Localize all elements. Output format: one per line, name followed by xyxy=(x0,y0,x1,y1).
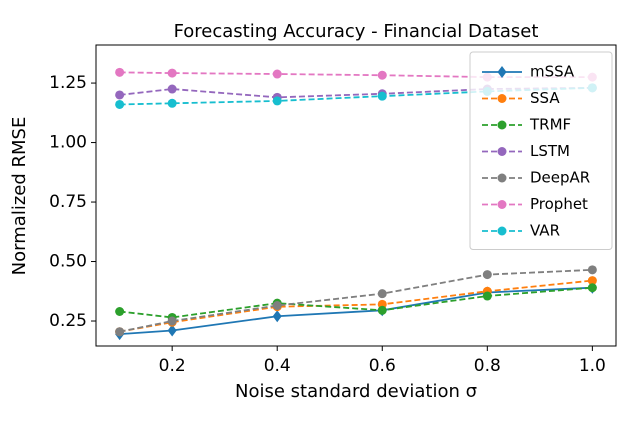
x-tick-label: 0.2 xyxy=(159,356,186,376)
legend-label: TRMF xyxy=(529,116,571,134)
legend-marker xyxy=(497,200,507,209)
marker xyxy=(587,283,597,293)
legend: mSSA SSA TRMF LSTM DeepAR Prophet VAR xyxy=(469,51,613,250)
marker xyxy=(115,90,125,100)
marker xyxy=(272,301,282,311)
marker xyxy=(482,291,492,301)
line xyxy=(119,286,593,336)
chart-title: Forecasting Accuracy - Financial Dataset xyxy=(174,21,539,42)
marker xyxy=(115,67,125,77)
legend-marker xyxy=(497,226,507,236)
marker xyxy=(377,91,387,101)
legend-label: DeepAR xyxy=(530,169,590,187)
line xyxy=(119,279,593,333)
legend-label: mSSA xyxy=(530,63,575,81)
legend-label: LSTM xyxy=(530,142,570,160)
marker xyxy=(272,96,282,106)
legend-label: VAR xyxy=(530,222,560,240)
x-tick-label: 0.8 xyxy=(474,356,501,376)
x-axis-label: Noise standard deviation σ xyxy=(235,381,477,402)
marker xyxy=(115,327,125,337)
marker xyxy=(167,324,177,337)
y-tick-label: 1.00 xyxy=(49,133,87,153)
y-tick-label: 1.25 xyxy=(49,73,87,93)
marker xyxy=(272,69,282,79)
legend-marker xyxy=(497,120,507,130)
marker xyxy=(167,316,177,326)
legend-marker xyxy=(497,66,507,78)
y-tick-label: 0.75 xyxy=(49,192,87,212)
line xyxy=(119,86,593,99)
y-tick-label: 0.50 xyxy=(49,252,87,272)
marker xyxy=(377,305,387,315)
legend-label: SSA xyxy=(530,89,560,107)
marker xyxy=(587,265,597,275)
marker xyxy=(482,270,492,280)
marker xyxy=(377,289,387,299)
x-tick-label: 1.0 xyxy=(579,356,606,376)
marker xyxy=(167,68,177,78)
marker xyxy=(272,310,282,323)
y-axis-label: Normalized RMSE xyxy=(9,117,30,276)
line xyxy=(119,286,593,319)
line xyxy=(119,86,593,106)
legend-marker xyxy=(497,147,507,156)
legend-label: Prophet xyxy=(530,195,588,213)
plot-frame xyxy=(95,44,617,347)
x-tick-label: 0.4 xyxy=(264,356,291,376)
legend-marker xyxy=(497,173,507,183)
marker xyxy=(167,84,177,94)
marker xyxy=(587,276,597,286)
y-tick-label: 0.25 xyxy=(49,311,87,331)
marker xyxy=(115,306,125,316)
legend-box xyxy=(469,51,613,250)
legend-marker xyxy=(497,94,507,103)
line xyxy=(119,268,593,333)
marker xyxy=(167,98,177,108)
marker xyxy=(115,99,125,109)
line xyxy=(119,71,593,79)
marker xyxy=(377,70,387,80)
x-tick-label: 0.6 xyxy=(369,356,396,376)
